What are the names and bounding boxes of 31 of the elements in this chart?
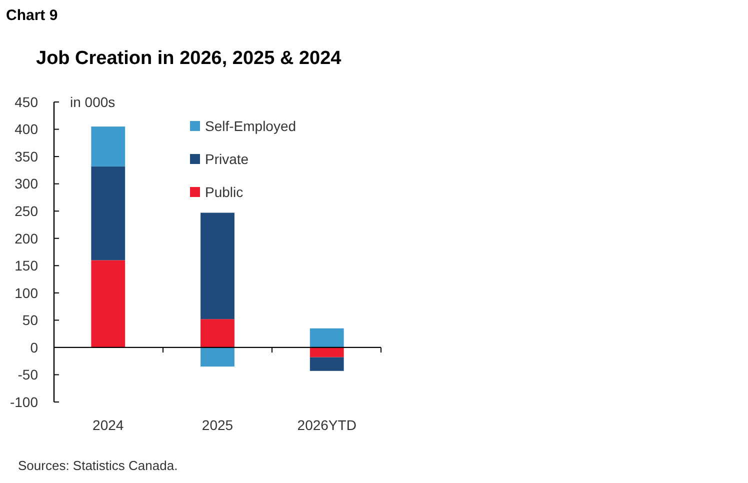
- bar: [310, 357, 344, 371]
- chart-title: Job Creation in 2026, 2025 & 2024: [36, 48, 342, 69]
- x-tick-label: 2026YTD: [297, 417, 356, 433]
- x-tick-label: 2024: [92, 417, 124, 433]
- y-tick-label: 300: [14, 176, 38, 192]
- legend-label: Public: [205, 184, 244, 200]
- y-tick-label: -100: [10, 394, 38, 410]
- bar: [91, 260, 126, 348]
- y-tick-label: 0: [30, 339, 38, 356]
- y-tick-label: 450: [14, 94, 38, 110]
- bar: [310, 347, 344, 358]
- y-tick-label: 400: [14, 121, 38, 138]
- y-tick-label: 200: [14, 230, 38, 246]
- source-note: Sources: Statistics Canada.: [18, 458, 178, 473]
- bar: [200, 319, 234, 348]
- legend-label: Private: [205, 150, 249, 167]
- bar: [200, 212, 234, 320]
- caption: Chart 9: [6, 7, 58, 24]
- y-tick-label: 150: [14, 258, 38, 274]
- bar: [200, 347, 234, 367]
- bar: [310, 328, 344, 348]
- y-tick-label: 50: [22, 312, 38, 328]
- y-axis-title: in 000s: [70, 94, 116, 110]
- bar: [91, 166, 126, 260]
- y-tick-label: 250: [14, 202, 38, 219]
- bar: [91, 126, 126, 166]
- y-tick-label: 350: [14, 148, 38, 164]
- y-tick-label: -50: [18, 366, 38, 383]
- y-tick-label: 100: [14, 284, 38, 301]
- x-tick-label: 2025: [202, 417, 234, 433]
- legend-label: Self-Employed: [205, 118, 296, 134]
